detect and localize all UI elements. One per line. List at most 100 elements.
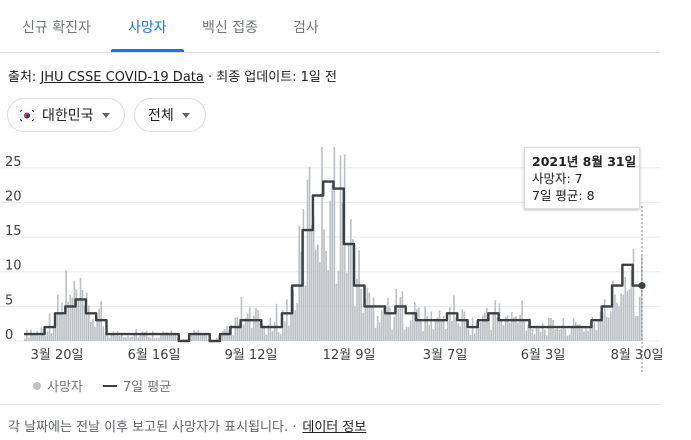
- daily-death-bar: [217, 335, 220, 341]
- daily-death-bar: [558, 330, 561, 341]
- dropdown-caret-icon: [101, 112, 110, 118]
- daily-death-bar: [562, 317, 565, 341]
- x-axis-labels: 3월 20일 6월 16일 9월 12일 12월 9일 3월 7일 6월 3일 8월 30일: [31, 348, 664, 363]
- data-info-link[interactable]: 데이터 정보: [302, 420, 367, 435]
- daily-death-bar: [519, 314, 521, 341]
- tooltip-deaths: 사망자: 7: [532, 171, 583, 186]
- daily-death-bar: [323, 229, 325, 341]
- daily-death-bar: [376, 315, 379, 341]
- daily-death-bar: [622, 294, 625, 341]
- daily-death-bar: [257, 309, 259, 341]
- daily-death-bar: [263, 325, 266, 341]
- daily-death-bar: [442, 315, 445, 341]
- daily-death-bar: [599, 311, 602, 341]
- range-dropdown[interactable]: 전체: [134, 98, 206, 132]
- daily-death-bar: [294, 310, 296, 341]
- daily-death-bar: [504, 316, 507, 341]
- daily-death-bar: [236, 317, 239, 341]
- daily-death-bar: [191, 334, 193, 341]
- daily-death-bar: [298, 225, 301, 341]
- daily-death-bar: [28, 338, 30, 341]
- tooltip-average: 7일 평균: 8: [532, 188, 595, 203]
- daily-death-bar: [271, 331, 274, 341]
- daily-death-bar: [393, 316, 395, 341]
- daily-death-bar: [616, 302, 618, 341]
- daily-death-bar: [222, 330, 224, 341]
- daily-death-bar: [508, 322, 511, 341]
- daily-death-bar: [151, 330, 154, 341]
- footer-divider: [0, 404, 660, 405]
- hover-point-marker: [638, 282, 646, 290]
- daily-death-bar: [496, 317, 499, 341]
- daily-death-bar: [34, 334, 36, 341]
- daily-death-bar: [329, 200, 332, 341]
- daily-death-bar: [438, 310, 441, 341]
- daily-death-bar: [92, 318, 94, 341]
- daily-death-bar: [500, 318, 503, 341]
- daily-death-bar: [583, 331, 585, 341]
- daily-death-bar: [480, 322, 482, 341]
- daily-death-bar: [127, 335, 129, 341]
- daily-death-bar: [560, 328, 563, 341]
- daily-death-bar: [539, 331, 542, 341]
- daily-death-bar: [131, 336, 133, 341]
- daily-death-bar: [364, 298, 367, 341]
- daily-death-bar: [424, 306, 426, 341]
- daily-death-bar: [308, 167, 311, 341]
- daily-death-bar: [473, 333, 476, 341]
- tab-deaths[interactable]: 사망자: [128, 20, 167, 36]
- daily-death-bar: [312, 215, 315, 341]
- daily-death-bar: [360, 288, 362, 341]
- y-tick-label: 0: [5, 328, 13, 343]
- daily-death-bar: [531, 329, 534, 341]
- x-tick-label: 3월 20일: [31, 348, 84, 363]
- tab-new-cases[interactable]: 신규 확진자: [22, 20, 91, 36]
- daily-death-bar: [488, 316, 490, 341]
- deaths-chart[interactable]: 0 5 10 15 20 25 3월 20일 6월 16일 9월 12일 12월 9일 3월 7일…: [0, 140, 670, 375]
- daily-death-bar: [296, 303, 299, 341]
- daily-death-bar: [54, 315, 57, 341]
- daily-death-bar: [81, 290, 84, 341]
- daily-death-bar: [556, 328, 558, 341]
- daily-death-bar: [283, 321, 286, 341]
- daily-death-bar: [416, 309, 418, 341]
- region-dropdown[interactable]: 대한민국: [7, 98, 125, 132]
- daily-death-bar: [634, 316, 637, 341]
- daily-death-bar: [380, 309, 383, 341]
- daily-death-bar: [69, 295, 72, 341]
- daily-death-bar: [397, 309, 400, 341]
- daily-death-bar: [413, 302, 416, 341]
- daily-death-bar: [461, 309, 464, 341]
- daily-death-bar: [110, 333, 113, 341]
- update-text: · 최종 업데이트: 1일 전: [203, 70, 337, 85]
- daily-death-bar: [352, 239, 354, 341]
- x-tick-label: 3월 7일: [423, 348, 468, 363]
- daily-death-bar: [607, 317, 610, 341]
- source-link[interactable]: JHU CSSE COVID-19 Data: [40, 70, 204, 85]
- daily-death-bar: [587, 330, 589, 341]
- daily-death-bar: [436, 317, 439, 341]
- daily-death-bar: [96, 316, 98, 341]
- daily-death-bar: [133, 334, 136, 341]
- daily-death-bar: [589, 326, 592, 341]
- daily-death-bar: [574, 322, 577, 341]
- daily-death-bar: [160, 332, 162, 341]
- daily-death-bar: [292, 289, 294, 341]
- daily-death-bar: [147, 336, 150, 341]
- range-label: 전체: [148, 108, 174, 124]
- daily-death-bar: [636, 316, 639, 341]
- daily-death-bar: [620, 293, 622, 341]
- daily-death-bar: [395, 288, 398, 341]
- daily-death-bar: [632, 248, 635, 341]
- daily-death-bar: [525, 330, 528, 341]
- daily-death-bar: [145, 330, 148, 341]
- daily-death-bar: [459, 326, 462, 341]
- daily-death-bar: [341, 202, 344, 341]
- source-prefix: 출처:: [8, 70, 41, 85]
- tab-tests[interactable]: 검사: [293, 20, 319, 36]
- daily-death-bar: [71, 297, 74, 341]
- tab-vaccinations[interactable]: 백신 접종: [202, 20, 258, 36]
- daily-death-bar: [207, 339, 210, 341]
- tooltip-date: 2021년 8월 31일: [532, 154, 637, 169]
- region-label: 대한민국: [42, 108, 94, 124]
